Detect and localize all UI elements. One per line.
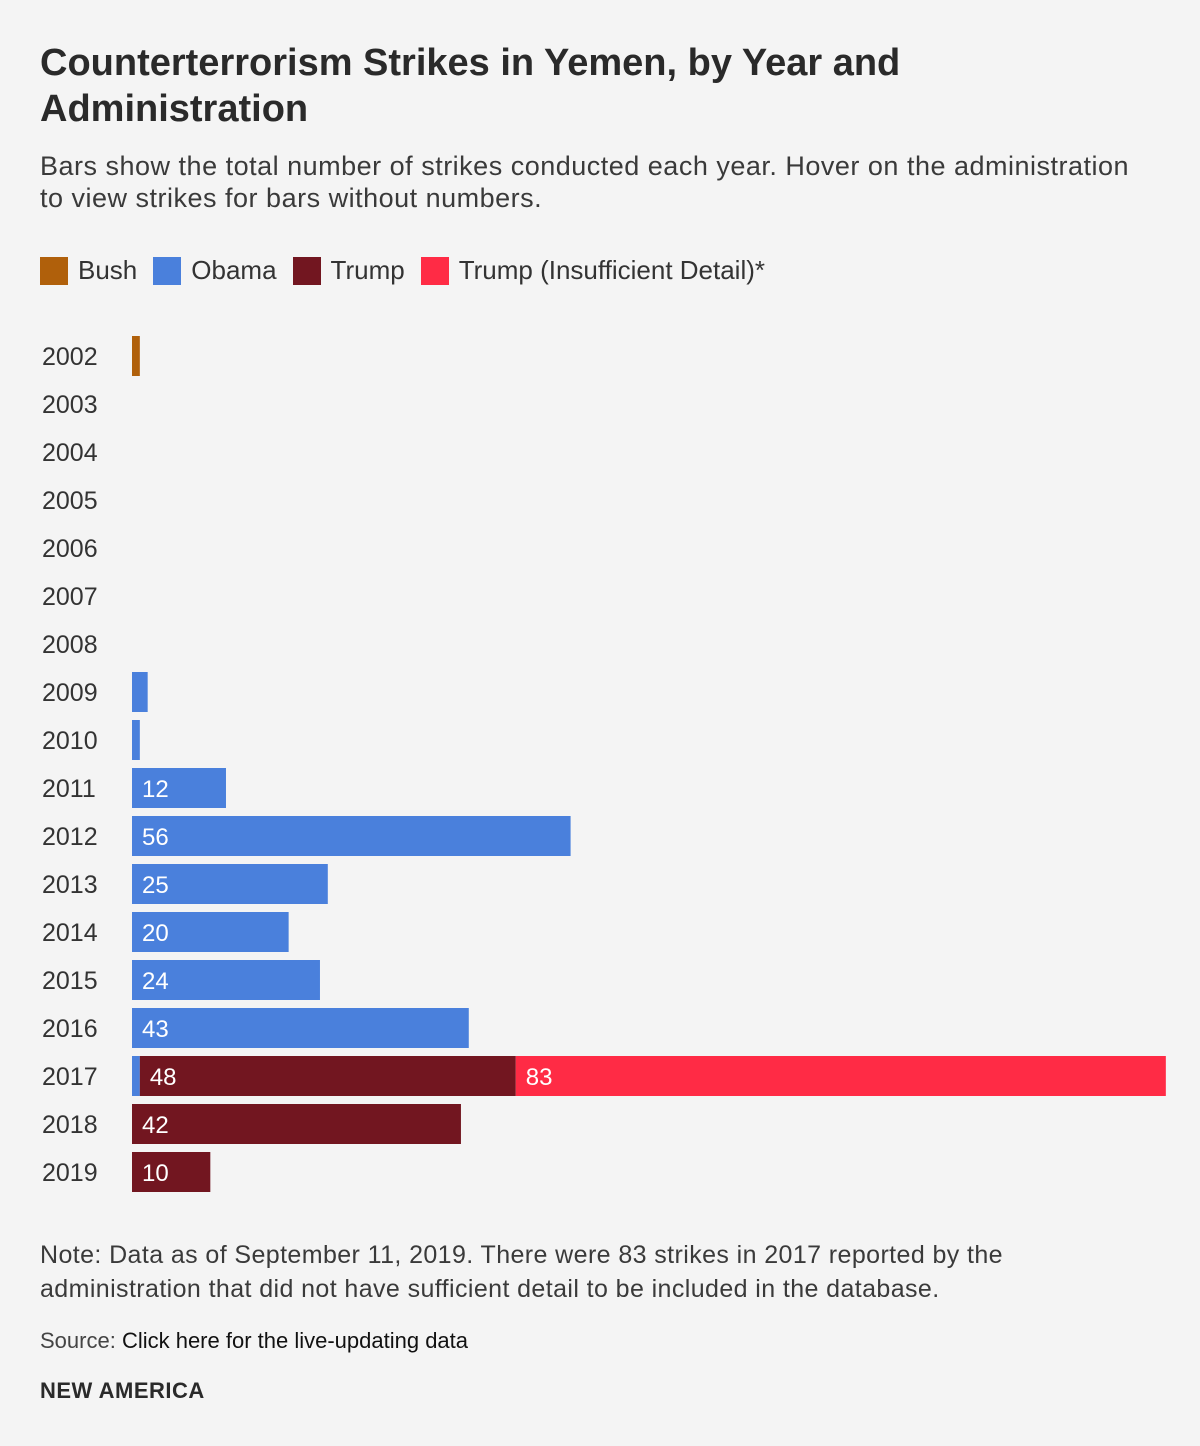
- chart-subtitle: Bars show the total number of strikes co…: [40, 151, 1130, 213]
- y-tick-label-2014: 2014: [42, 919, 98, 947]
- bar-2011-obama[interactable]: [132, 768, 226, 808]
- bar-2017-trump[interactable]: [139, 1056, 516, 1096]
- data-label-2013-obama: 25: [142, 872, 169, 899]
- source-link[interactable]: Click here for the live-updating data: [121, 1328, 469, 1353]
- y-tick-label-2011: 2011: [42, 775, 96, 803]
- bar-2018-trump[interactable]: [132, 1104, 461, 1144]
- y-tick-label-2015: 2015: [42, 967, 98, 995]
- bar-2016-obama[interactable]: [132, 1008, 469, 1048]
- y-tick-label-2010: 2010: [42, 727, 98, 755]
- bar-2019-trump[interactable]: [132, 1152, 211, 1192]
- bar-2012-obama[interactable]: [132, 816, 571, 856]
- y-tick-label-2004: 2004: [42, 439, 98, 467]
- footnote: Note: Data as of September 11, 2019. The…: [40, 1241, 1003, 1303]
- legend-item-obama[interactable]: Obama: [153, 255, 277, 286]
- legend-swatch-obama: [153, 256, 182, 285]
- bar-2015-obama[interactable]: [132, 960, 320, 1000]
- bar-2013-obama[interactable]: [132, 864, 328, 904]
- y-tick-label-2006: 2006: [42, 535, 98, 563]
- data-label-2017-trump-insufficient-detail: 83: [526, 1064, 553, 1091]
- legend-item-trump[interactable]: Trump: [292, 255, 405, 286]
- data-label-2019-trump: 10: [142, 1160, 169, 1187]
- legend: Bush Obama Trump Trump (Insufficient Det…: [40, 255, 781, 286]
- legend-swatch-trump-insufficient: [420, 256, 449, 285]
- bar-2010-obama[interactable]: [132, 720, 140, 760]
- source-label: Source:: [40, 1328, 122, 1353]
- data-label-2018-trump: 42: [142, 1112, 169, 1139]
- data-label-2016-obama: 43: [142, 1016, 169, 1043]
- data-label-2015-obama: 24: [142, 968, 169, 995]
- y-tick-label-2008: 2008: [42, 631, 98, 659]
- y-tick-label-2017: 2017: [42, 1063, 98, 1091]
- data-label-2012-obama: 56: [142, 824, 169, 851]
- y-tick-label-2019: 2019: [42, 1159, 98, 1187]
- y-tick-label-2012: 2012: [42, 823, 98, 851]
- legend-label-trump-insufficient: Trump (Insufficient Detail)*: [458, 255, 766, 285]
- y-tick-label-2007: 2007: [42, 583, 98, 611]
- legend-item-bush[interactable]: Bush: [40, 255, 137, 286]
- bar-chart: 2002200320042005200620072008200920102011…: [42, 336, 1166, 1192]
- legend-swatch-bush: [40, 256, 68, 285]
- source-line: Source: Click here for the live-updating…: [40, 1328, 468, 1354]
- legend-swatch-trump: [292, 256, 321, 285]
- legend-label-obama: Obama: [191, 255, 277, 285]
- brand-logo-text: NEW AMERICA: [40, 1378, 205, 1403]
- legend-label-trump: Trump: [330, 255, 405, 285]
- y-tick-label-2005: 2005: [42, 487, 98, 515]
- bar-2009-obama[interactable]: [132, 672, 148, 712]
- y-tick-label-2009: 2009: [42, 679, 98, 707]
- y-tick-label-2018: 2018: [42, 1111, 98, 1139]
- y-tick-label-2016: 2016: [42, 1015, 98, 1043]
- legend-label-bush: Bush: [78, 255, 138, 285]
- y-tick-label-2013: 2013: [42, 871, 98, 899]
- bar-2017-obama[interactable]: [132, 1056, 140, 1096]
- data-label-2017-trump: 48: [150, 1064, 177, 1091]
- chart-title: Counterterrorism Strikes in Yemen, by Ye…: [40, 42, 901, 130]
- bar-2017-trump-insufficient-detail[interactable]: [515, 1056, 1166, 1096]
- bar-2014-obama[interactable]: [132, 912, 289, 952]
- legend-item-trump-insufficient[interactable]: Trump (Insufficient Detail)*: [420, 255, 766, 286]
- y-tick-label-2002: 2002: [42, 343, 98, 371]
- data-label-2014-obama: 20: [142, 920, 169, 947]
- bar-2002-bush[interactable]: [132, 336, 140, 376]
- y-tick-label-2003: 2003: [42, 391, 98, 419]
- data-label-2011-obama: 12: [142, 776, 169, 803]
